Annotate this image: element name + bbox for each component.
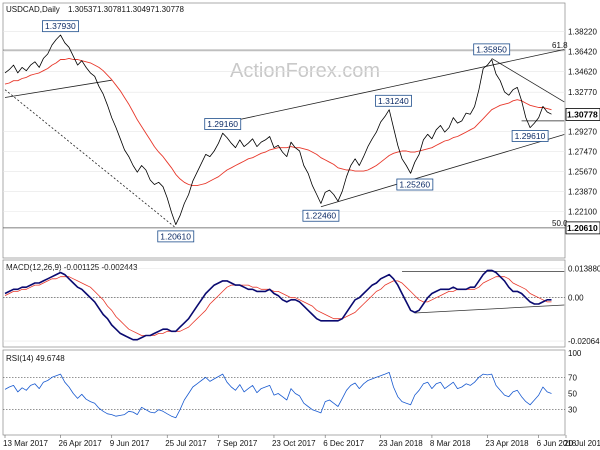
x-tick-label: 7 Sep 2017 [216,439,257,448]
ohlc-high: 1.30781 [97,5,126,14]
pivot-label-bg [511,130,549,142]
x-axis: 13 Mar 2017 26 Apr 2017 9 Jun 2017 25 Jul 2… [3,435,600,448]
x-tick-label: 9 Jun 2017 [110,439,150,448]
price-y-tick-label: 1.25670 [568,167,597,176]
price-y-tick-label: 1.23870 [568,188,597,197]
pivot-label-bg [473,43,511,56]
pivot-label-bg [375,94,412,107]
macd-panel-frame [2,259,566,348]
ohlc-low: 1.30497 [126,5,155,14]
macd-y-tick-label: 0.013880 [568,265,600,274]
pivot-label-text: 1.22460 [305,211,336,221]
x-tick-label: 23 Oct 2017 [272,439,316,448]
early-support-line [4,79,112,98]
pivot-label-box: 1.20610 [157,230,195,243]
pivot-label-box: 1.25260 [396,178,434,191]
macd-signal-line [4,276,552,336]
macd-title: MACD(12,26,9) -0.001125 -0.002443 [6,263,138,272]
pivot-label-box: 1.35850 [473,43,511,56]
pivot-label-bg [396,178,434,191]
ohlc-close: 1.30778 [155,5,184,14]
macd-panel: MACD(12,26,9) -0.001125 -0.002443 0.0138… [2,259,600,348]
price-y-tick-label: 1.38220 [568,27,597,36]
price-y-tick-label: 1.27470 [568,147,597,156]
price-y-tick-label: 1.22100 [568,207,597,216]
pivot-label-box: 1.31240 [375,94,412,107]
fib-end-price-box-bg [565,221,600,235]
pivot-label-text: 1.29610 [515,131,546,141]
fib-end-price-label: 1.20610 [567,223,598,233]
x-tick-label: 23 Apr 2018 [485,439,529,448]
x-tick-label: 8 Mar 2018 [430,439,471,448]
pivot-label-text: 1.35850 [476,44,507,54]
pivot-label-bg [157,230,195,243]
rsi-y-tick-label: 100 [568,349,582,358]
last-price-bg [565,108,600,121]
last-price-label: 1.30778 [567,109,598,119]
pivot-label-bg [302,209,340,222]
pivot-label-text: 1.25260 [399,180,430,190]
rsi-y-tick-label: 70 [568,373,577,382]
rsi-title: RSI(14) 49.6748 [6,354,65,363]
fib-level-label: 61.8 [552,41,568,50]
price-panel: ActionForex.com USDCAD,Daily 1.30537 1.3… [2,2,600,259]
last-price-box: 1.30778 [565,108,600,121]
pivot-label-box: 1.22460 [302,209,340,222]
x-tick-label: 25 Jul 2017 [165,439,207,448]
rsi-y-tick-label: 50 [568,390,577,399]
watermark: ActionForex.com [230,60,380,82]
channel-upper-line [222,49,565,124]
rsi-y-tick-label: 30 [568,406,577,415]
pivot-label-box: 1.29160 [204,118,242,130]
channel-lower-line [320,134,565,208]
sma-line [4,57,552,187]
x-tick-label: 26 Apr 2017 [59,439,103,448]
pivot-label-text: 1.37930 [45,21,76,31]
x-tick-label: 20 Jul 2018 [564,439,600,448]
dashed-trendline [4,89,177,229]
macd-line [4,269,552,341]
x-tick-label: 6 Dec 2017 [323,439,364,448]
pivot-label-bg [42,20,79,33]
price-y-tick-label: 1.32770 [568,88,597,97]
pivot-label-text: 1.29160 [207,119,238,129]
rsi-panel: RSI(14) 49.6748 100 70 50 30 [2,349,582,436]
macd-y-tick-label: -0.020648 [568,337,600,346]
price-y-tick-label: 1.36420 [568,48,597,57]
x-tick-label: 13 Mar 2017 [3,439,48,448]
pivot-label-text: 1.31240 [378,96,409,106]
price-panel-frame [2,2,566,259]
fib-end-price-box: 1.20610 [565,221,600,235]
pivot-label-box: 1.29610 [511,130,549,142]
resistance-line [491,58,565,103]
rsi-line [4,371,552,419]
macd-y-tick-label: 0.00 [568,294,584,303]
price-chart-title: USDCAD,Daily [6,5,60,14]
fib-level-label: 50.0 [552,219,568,228]
price-line [4,34,552,226]
pivot-label-box: 1.37930 [42,20,79,33]
price-y-tick-label: 1.29270 [568,127,597,136]
rsi-panel-frame [2,349,566,436]
x-tick-label: 6 Jun 2018 [537,439,577,448]
ohlc-open: 1.30537 [68,5,97,14]
macd-support-line [414,304,565,314]
pivot-label-bg [204,118,242,130]
price-y-tick-label: 1.34620 [568,68,597,77]
pivot-label-text: 1.20610 [160,231,191,241]
x-tick-label: 23 Jan 2018 [379,439,424,448]
